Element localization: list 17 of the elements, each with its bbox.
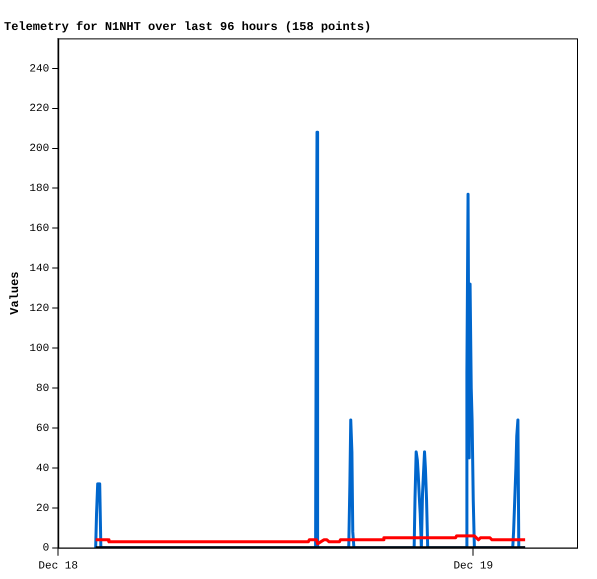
y-tick-label: 220 [29,103,50,116]
y-tick-label: 0 [42,542,50,555]
y-tick-label: 180 [29,183,50,196]
y-tick-label: 40 [36,462,50,475]
y-tick-label: 100 [29,342,50,355]
y-tick-label: 120 [29,302,50,315]
y-tick-label: 20 [36,502,50,515]
y-tick-label: 240 [29,63,50,76]
x-tick-label: Dec 19 [453,560,494,572]
y-tick-label: 200 [29,143,50,156]
y-tick-label: 60 [36,422,50,435]
x-tick-label: Dec 18 [38,560,78,572]
chart-title: Telemetry for N1NHT over last 96 hours (158 points) [4,20,372,34]
y-axis-title: Values [8,271,22,315]
y-tick-label: 140 [29,263,50,276]
y-tick-label: 80 [36,382,50,395]
y-tick-label: 160 [29,223,50,236]
